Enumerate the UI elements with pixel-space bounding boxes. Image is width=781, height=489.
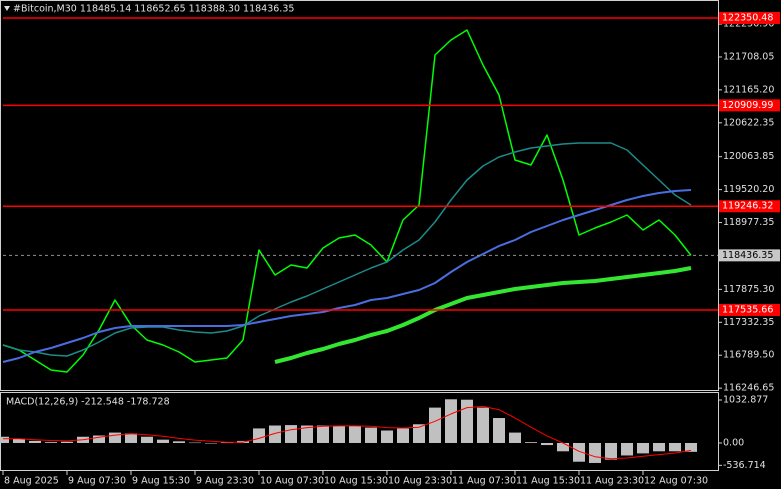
last-price-box [719,249,780,262]
x-tick-label: 11 Aug 15:30 [516,476,580,487]
histogram-bar [509,432,521,443]
x-tick-label: 10 Aug 23:30 [388,476,452,487]
y-tick-label: 116246.65 [723,383,774,394]
y-tick-label: 120063.85 [723,151,774,162]
histogram-bar [461,399,473,443]
x-tick-label: 10 Aug 15:30 [324,476,388,487]
level-label: 122350.48 [722,13,773,24]
histogram-bar [605,442,617,460]
x-tick-label: 12 Aug 07:30 [644,476,708,487]
histogram-bar [429,407,441,443]
level-label: 117535.66 [722,304,773,315]
histogram-bar [141,436,153,443]
histogram-bar [13,438,25,443]
level-label: 120909.99 [722,100,773,111]
histogram-bar [637,442,649,454]
chart-title: #Bitcoin,M30 118485.14 118652.65 118388.… [13,4,294,15]
y-tick-label: 117875.30 [723,284,774,295]
series-line [2,189,692,363]
histogram-bar [413,424,425,443]
histogram-bar [285,425,297,443]
histogram-bar [397,428,409,443]
y-tick-label: 117332.35 [723,317,774,328]
histogram-bar [381,430,393,443]
histogram-bar [205,442,217,444]
histogram-bar [525,442,537,443]
x-tick-label: 11 Aug 07:30 [452,476,516,487]
histogram-bar [189,442,201,444]
histogram-bar [349,425,361,443]
histogram-bar [269,425,281,443]
histogram-bar [669,442,681,452]
symbol-icon [4,6,10,11]
histogram-bar [125,433,137,443]
histogram-bar [653,442,665,452]
histogram-bar [589,442,601,463]
series-line [2,29,692,373]
level-label: 119246.32 [722,201,773,212]
histogram-bar [61,441,73,443]
histogram-bar [541,442,553,446]
histogram-bar [333,425,345,443]
histogram-bar [93,435,105,443]
y-tick-label: -536.714 [723,460,766,471]
main-frame [0,0,719,391]
level-box [719,200,780,213]
histogram-bar [157,439,169,443]
level-box [719,99,780,112]
histogram-bar [221,442,233,444]
y-tick-label: 1032.877 [723,394,768,405]
x-tick-label: 11 Aug 23:30 [580,476,644,487]
histogram-bar [445,399,457,443]
histogram-bar [365,427,377,443]
series-line [274,266,692,364]
y-tick-label: 116789.50 [723,350,774,361]
x-tick-label: 10 Aug 07:30 [260,476,324,487]
macd-frame [0,392,719,471]
y-tick-label: 118977.35 [723,217,774,228]
histogram-bar [173,441,185,443]
histogram-bar [109,432,121,443]
x-tick-label: 9 Aug 15:30 [132,476,190,487]
histogram-bar [477,407,489,443]
last-price-label: 118436.35 [722,250,773,261]
x-tick-label: 8 Aug 2025 [4,476,59,487]
histogram-bar [301,425,313,443]
y-tick-label: 122250.90 [723,19,774,30]
histogram-bar [685,442,697,452]
y-tick-label: 121165.20 [723,84,774,95]
y-tick-label: 119520.20 [723,184,774,195]
histogram-bar [29,440,41,443]
histogram-bar [45,442,57,443]
series-line [3,405,692,460]
x-tick-label: 9 Aug 23:30 [196,476,254,487]
y-tick-label: 0.00 [723,437,744,448]
y-tick-label: 120622.35 [723,117,774,128]
histogram-bar [0,436,9,443]
x-tick-label: 9 Aug 07:30 [68,476,126,487]
histogram-bar [621,442,633,456]
histogram-bar [253,428,265,443]
series-line [2,142,692,357]
level-box [719,12,780,25]
level-box [719,303,780,316]
histogram-bar [317,425,329,443]
histogram-bar [557,442,569,452]
macd-title: MACD(12,26,9) -212.548 -178.728 [6,397,170,408]
histogram-bar [493,418,505,443]
plot-layer: 122250.90 121708.05 121165.20 120622.35 1200… [0,12,780,487]
y-tick-label: 121708.05 [723,51,774,62]
histogram-bar [573,442,585,462]
